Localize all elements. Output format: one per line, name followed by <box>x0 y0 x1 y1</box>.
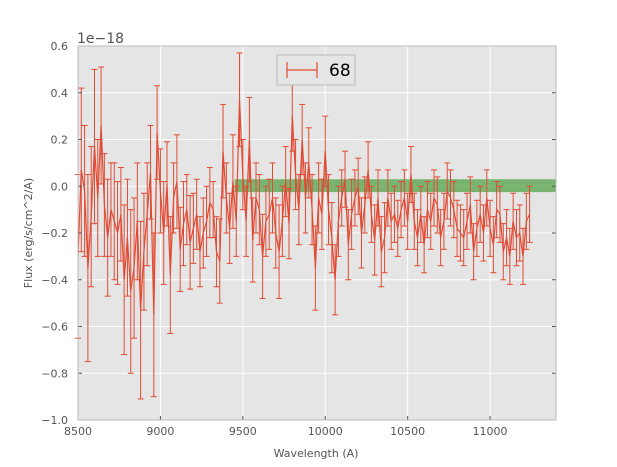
highlight-band <box>234 179 556 193</box>
legend: 68 <box>276 54 356 86</box>
band-layer <box>234 179 556 193</box>
x-tick-label: 9500 <box>229 425 257 438</box>
x-tick-label: 10500 <box>390 425 425 438</box>
x-tick-label: 11000 <box>473 425 508 438</box>
y-tick-label: 0.4 <box>51 87 69 100</box>
y-tick-label: −0.2 <box>41 227 68 240</box>
x-tick-label: 9000 <box>146 425 174 438</box>
y-tick-label: 0.0 <box>51 180 69 193</box>
y-tick-label: −0.6 <box>41 321 68 334</box>
y-tick-label: −0.8 <box>41 367 68 380</box>
legend-swatch <box>286 62 318 78</box>
y-tick-label: 0.2 <box>51 134 69 147</box>
y-axis-label: Flux (erg/s/cm^2/A) <box>22 178 35 288</box>
series-layer <box>77 99 531 315</box>
x-ticks: 8500 9000 9500 10000 10500 11000 <box>64 416 508 438</box>
x-tick-label: 8500 <box>64 425 92 438</box>
y-ticks: −1.0 −0.8 −0.6 −0.4 −0.2 0.0 0.2 0.4 0.6 <box>41 40 556 427</box>
series-line-68 <box>77 99 531 315</box>
y-tick-label: 0.6 <box>51 40 69 53</box>
plot-frame <box>77 45 557 421</box>
y-offset-label: 1e−18 <box>77 31 124 47</box>
y-tick-label: −0.4 <box>41 274 68 287</box>
x-tick-label: 10000 <box>308 425 343 438</box>
y-tick-label: −1.0 <box>41 414 68 427</box>
x-axis-label: Wavelength (A) <box>274 447 359 460</box>
legend-label: 68 <box>329 61 351 81</box>
